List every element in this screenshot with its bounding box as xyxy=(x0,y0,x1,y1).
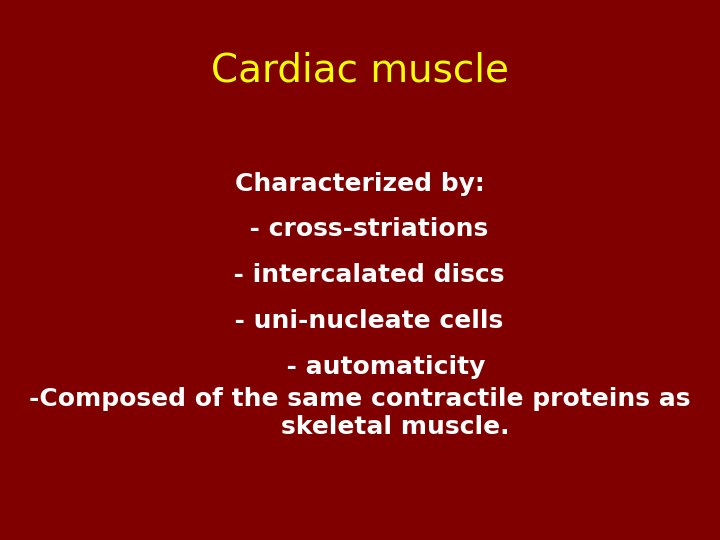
Text: - intercalated discs: - intercalated discs xyxy=(216,264,504,287)
Text: - uni-nucleate cells: - uni-nucleate cells xyxy=(217,309,503,333)
Text: -Composed of the same contractile proteins as
        skeletal muscle.: -Composed of the same contractile protei… xyxy=(30,387,690,439)
Text: - cross-striations: - cross-striations xyxy=(232,218,488,241)
Text: - automaticity: - automaticity xyxy=(234,355,486,379)
Text: Cardiac muscle: Cardiac muscle xyxy=(211,51,509,89)
Text: Characterized by:: Characterized by: xyxy=(235,172,485,195)
